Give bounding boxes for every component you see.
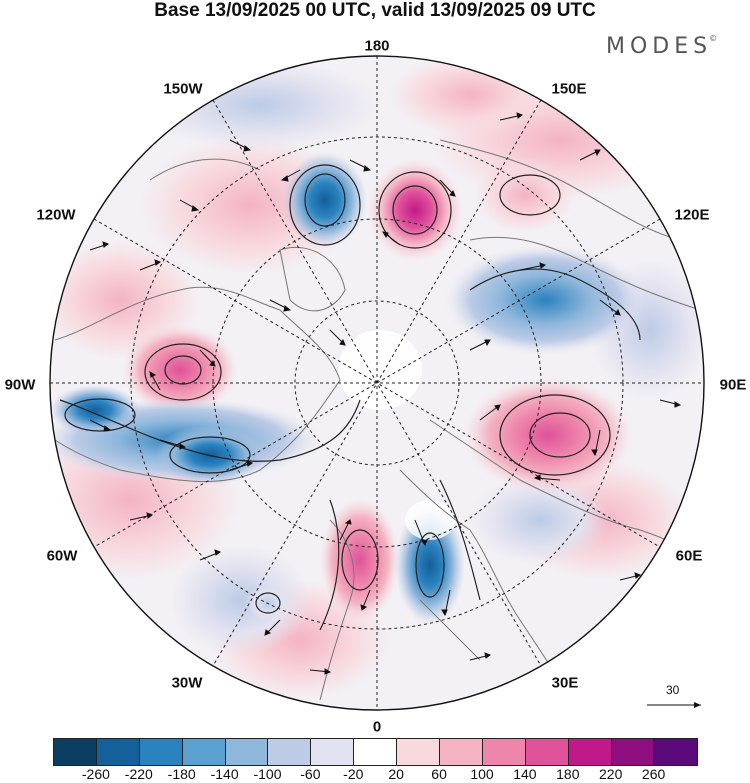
wind-arrow (469, 652, 492, 661)
wind-arrow (591, 429, 601, 457)
colorbar-swatch (482, 739, 526, 765)
colorbar-tick-label: 60 (431, 766, 447, 782)
anomaly-high-1 (367, 158, 463, 262)
lon-label-60w: 60W (46, 547, 78, 565)
wind-arrow (179, 199, 200, 212)
wind-arrow (349, 159, 372, 172)
wind-arrow (499, 112, 524, 121)
wind-arrow (309, 668, 332, 675)
anomaly-field (50, 56, 704, 710)
lon-label-0: 0 (372, 718, 382, 736)
wind-arrow (519, 262, 547, 271)
modes-logo: MODES© (606, 34, 717, 59)
colorbar-tick-label: -180 (167, 766, 196, 782)
colorbar-tick-label: -20 (343, 766, 364, 782)
wind-arrow (381, 231, 401, 246)
anomaly-low-4 (445, 245, 645, 355)
wind-arrow (479, 404, 501, 421)
lon-label-150w: 150W (163, 80, 203, 98)
wind-arrow (199, 549, 222, 561)
lon-label-60e: 60E (675, 547, 703, 565)
colorbar-swatch (311, 739, 355, 765)
map-title: Base 13/09/2025 00 UTC, valid 13/09/2025… (154, 0, 596, 21)
wind-arrow (329, 329, 346, 346)
colorbar-swatch (354, 739, 398, 765)
wind-arrow (469, 339, 491, 351)
lon-label-90e: 90E (719, 376, 747, 394)
anomaly-low-1 (283, 152, 367, 248)
colorbar-swatch (654, 739, 698, 765)
logo-text: MODES (606, 34, 713, 59)
wind-arrow (579, 149, 601, 161)
wind-scale-label: 30 (666, 683, 680, 697)
colorbar-tick-label: 20 (388, 766, 404, 782)
colorbar-tick-label: 220 (599, 766, 623, 782)
lon-label-120e: 120E (674, 206, 710, 224)
wind-arrow (159, 439, 187, 450)
lon-label-120w: 120W (36, 206, 76, 224)
lon-label-90w: 90W (4, 376, 36, 394)
anomaly-high-2 (463, 377, 633, 493)
wind-arrow (229, 139, 252, 152)
map-border (49, 55, 705, 711)
colorbar-swatch (182, 739, 226, 765)
contour-lines (59, 164, 641, 631)
wind-arrow (129, 512, 154, 521)
wind-arrow (89, 419, 112, 432)
colorbar-tick-label: -100 (253, 766, 282, 782)
colorbar-tick-label: 260 (641, 766, 666, 782)
colorbar-tick-label: 140 (513, 766, 537, 782)
wind-scale-arrow (647, 702, 701, 708)
colorbar-swatch (568, 739, 612, 765)
wind-arrow (619, 572, 642, 581)
graticule (50, 56, 704, 710)
colorbar-swatch (611, 739, 655, 765)
wind-arrow (280, 169, 301, 182)
wind-arrow (339, 519, 352, 541)
wind-arrow (441, 589, 451, 617)
lon-label-180: 180 (364, 37, 390, 55)
colorbar-swatch (268, 739, 312, 765)
wind-arrow (659, 399, 682, 408)
colorbar-swatch (397, 739, 441, 765)
lon-label-30w: 30W (171, 674, 203, 692)
wind-arrow (269, 299, 292, 312)
wind-arrow (229, 460, 254, 471)
wind-arrow (599, 299, 621, 316)
wind-arrow (139, 259, 162, 271)
colorbar-tick-label: -220 (124, 766, 153, 782)
colorbar-swatch (54, 739, 97, 765)
wind-arrow (89, 241, 110, 251)
colorbar-tick-label: -60 (300, 766, 321, 782)
anomaly-high-5 (475, 157, 575, 233)
colorbar-tick-label: 100 (470, 766, 494, 782)
colorbar-swatch (96, 739, 140, 765)
lon-label-150e: 150E (551, 80, 587, 98)
logo-mark: © (709, 34, 718, 43)
colorbar-tick-label: -140 (210, 766, 239, 782)
colorbar-swatch (139, 739, 183, 765)
wind-arrow (149, 370, 161, 391)
anomaly-low-5 (395, 505, 465, 625)
anomaly-low-6 (50, 385, 140, 435)
anomaly-high-4 (320, 498, 400, 622)
colorbar-swatch (440, 739, 483, 765)
wind-arrow (264, 619, 281, 636)
wind-arrow (360, 589, 371, 611)
colorbar-tick-label: 180 (556, 766, 580, 782)
wind-arrow (199, 349, 216, 367)
wind-arrow (533, 474, 561, 481)
wind-vectors (89, 112, 682, 675)
lon-label-30e: 30E (551, 674, 579, 692)
colorbar-swatch (525, 739, 569, 765)
wind-arrow (414, 519, 428, 547)
wind-arrow (439, 179, 456, 197)
colorbar-swatch (225, 739, 269, 765)
colorbar (53, 738, 699, 766)
colorbar-tick-label: -260 (81, 766, 110, 782)
